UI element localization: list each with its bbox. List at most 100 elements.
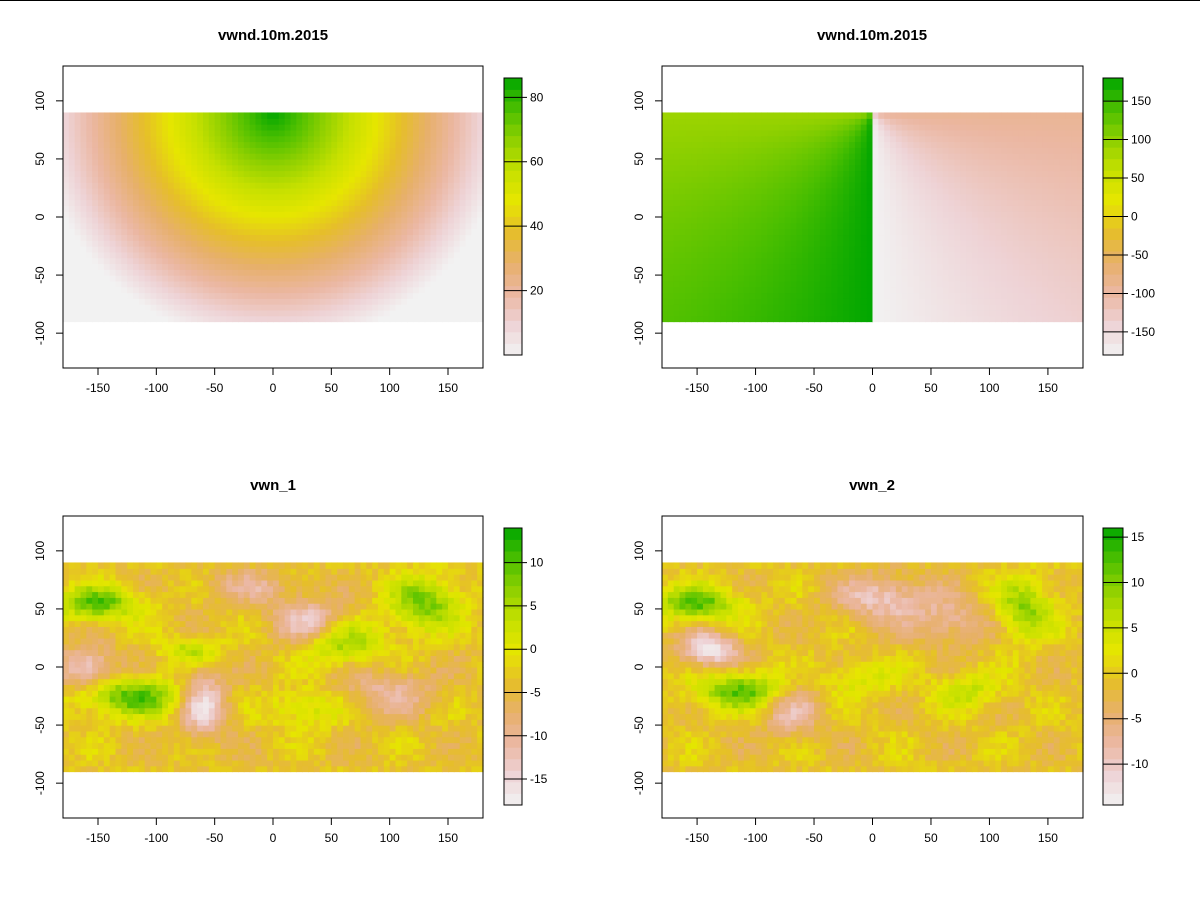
raster-cell	[1036, 234, 1043, 241]
raster-cell	[960, 199, 967, 206]
raster-cell	[831, 246, 839, 253]
raster-cell	[878, 251, 885, 259]
raster-cell	[831, 228, 839, 236]
raster-cell	[819, 124, 827, 131]
raster-cell	[453, 141, 461, 148]
raster-cell	[319, 234, 327, 241]
raster-cell	[430, 228, 437, 236]
raster-cell	[726, 269, 733, 276]
raster-cell	[395, 304, 402, 311]
raster-cell	[319, 135, 327, 143]
raster-cell	[825, 234, 833, 241]
raster-cell	[203, 228, 210, 236]
raster-cell	[925, 275, 932, 282]
raster-cell	[1024, 280, 1031, 288]
raster-cell	[389, 118, 397, 125]
raster-cell	[354, 147, 362, 154]
raster-cell	[743, 182, 751, 189]
raster-cell	[395, 182, 402, 189]
raster-cell	[92, 234, 99, 241]
x-tick-label: 100	[380, 381, 400, 395]
raster-cell	[343, 118, 350, 125]
raster-cell	[749, 280, 757, 288]
raster-cell	[831, 164, 839, 172]
raster-cell	[989, 309, 996, 317]
raster-cell	[290, 246, 297, 253]
raster-cell	[702, 153, 710, 160]
raster-cell	[80, 141, 87, 148]
raster-cell	[453, 257, 461, 265]
raster-cell	[401, 280, 408, 288]
raster-cell	[436, 275, 443, 282]
raster-cell	[778, 193, 786, 201]
raster-cell	[977, 304, 985, 311]
raster-cell	[895, 217, 903, 224]
raster-cell	[808, 257, 815, 265]
raster-cell	[185, 315, 192, 323]
raster-cell	[98, 187, 105, 195]
raster-cell	[103, 193, 111, 201]
raster-cell	[418, 147, 426, 154]
raster-cell	[960, 118, 967, 125]
raster-cell	[837, 228, 844, 236]
raster-cell	[895, 129, 903, 137]
raster-cell	[960, 153, 967, 160]
raster-cell	[144, 304, 152, 311]
raster-cell	[831, 298, 839, 305]
raster-cell	[720, 193, 727, 201]
raster-cell	[249, 205, 257, 212]
raster-cell	[966, 292, 973, 299]
raster-cell	[313, 199, 321, 206]
raster-cell	[214, 193, 222, 201]
raster-cell	[325, 141, 332, 148]
raster-cell	[971, 176, 979, 183]
raster-cell	[290, 234, 297, 241]
raster-cell	[1001, 257, 1008, 265]
raster-cell	[866, 141, 874, 148]
raster-cell	[80, 269, 87, 276]
raster-cell	[767, 234, 774, 241]
raster-cell	[162, 199, 169, 206]
raster-cell	[203, 129, 210, 137]
raster-cell	[679, 217, 686, 224]
raster-cell	[849, 193, 856, 201]
raster-cell	[197, 286, 204, 294]
raster-cell	[243, 124, 251, 131]
raster-cell	[465, 286, 472, 294]
raster-cell	[936, 118, 944, 125]
raster-cell	[319, 280, 327, 288]
raster-cell	[1024, 187, 1031, 195]
raster-cell	[825, 112, 833, 119]
raster-cell	[413, 164, 420, 172]
raster-cell	[942, 263, 950, 270]
raster-cell	[127, 135, 134, 143]
raster-cell	[878, 292, 885, 299]
raster-cell	[442, 211, 449, 218]
raster-cell	[168, 263, 175, 270]
raster-cell	[197, 135, 204, 143]
raster-cell	[738, 263, 745, 270]
raster-cell	[1036, 263, 1043, 270]
raster-cell	[331, 205, 338, 212]
raster-cell	[743, 228, 751, 236]
raster-cell	[989, 222, 996, 230]
raster-cell	[1036, 176, 1043, 183]
raster-cell	[448, 217, 455, 224]
raster-cell	[878, 257, 885, 265]
raster-cell	[778, 211, 786, 218]
raster-cell	[471, 257, 478, 265]
raster-cell	[389, 124, 397, 131]
raster-cell	[348, 269, 356, 276]
raster-cell	[819, 246, 827, 253]
raster-cell	[930, 147, 938, 154]
raster-cell	[144, 269, 152, 276]
raster-cell	[319, 118, 327, 125]
raster-cell	[168, 251, 175, 259]
raster-cell	[849, 309, 856, 317]
raster-cell	[337, 147, 344, 154]
raster-cell	[796, 240, 803, 247]
raster-cell	[109, 234, 117, 241]
raster-cell	[185, 263, 192, 270]
raster-cell	[884, 199, 891, 206]
raster-cell	[673, 280, 681, 288]
